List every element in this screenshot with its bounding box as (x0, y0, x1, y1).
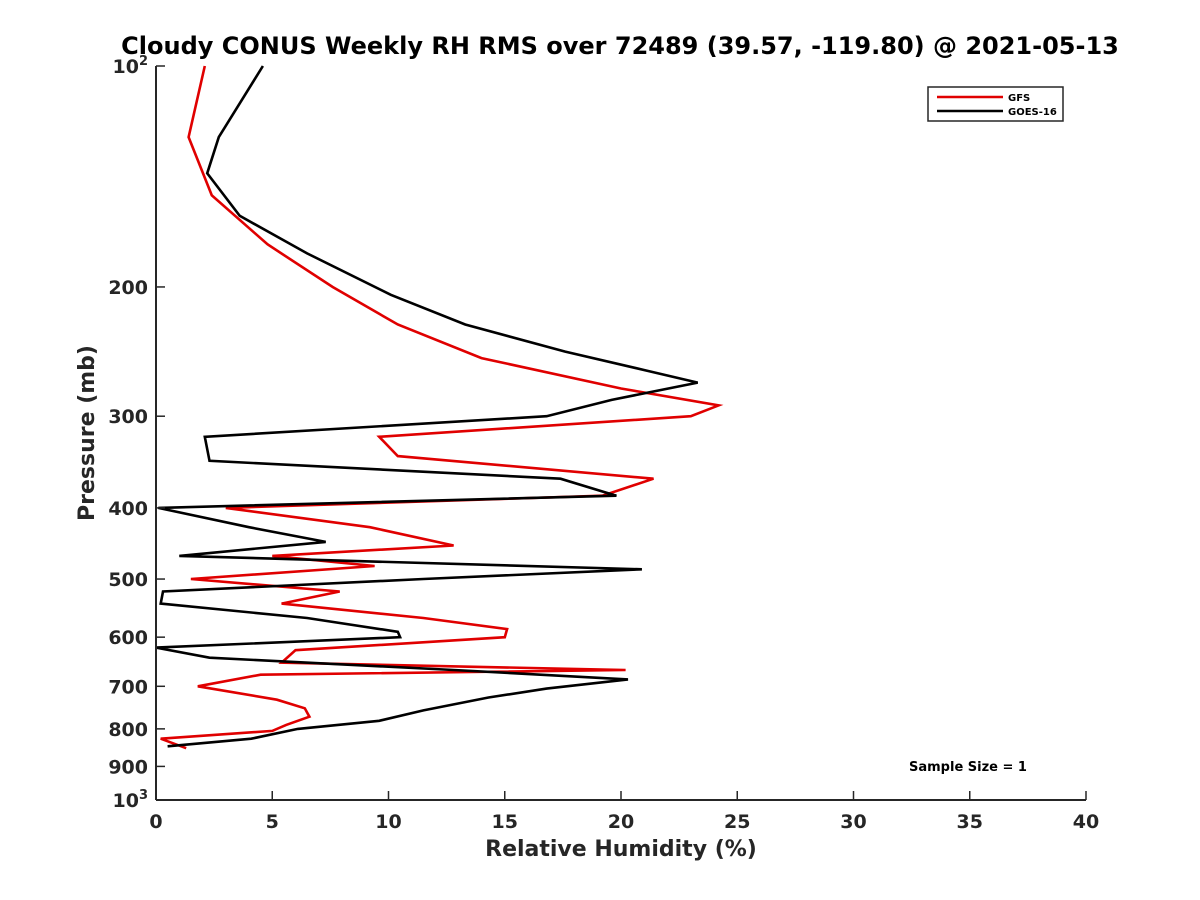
x-tick-label: 25 (724, 811, 750, 833)
x-tick-label: 30 (840, 811, 866, 833)
y-tick-label: 600 (108, 627, 148, 649)
x-tick-label: 35 (957, 811, 983, 833)
legend-box (927, 86, 1064, 122)
y-tick-label: 102 (113, 54, 149, 78)
y-tick-label: 200 (108, 277, 148, 299)
plot-area: 0 5 10 15 20 25 30 35 40 10220030040050060070080… (108, 54, 1099, 833)
x-tick-label: 15 (492, 811, 518, 833)
x-tick-label: 0 (149, 811, 162, 833)
y-tick-label-base: 600 (108, 627, 148, 649)
sample-size-annotation: Sample Size = 1 (909, 760, 1027, 775)
series-layer (155, 65, 724, 750)
legend-label: GFS (1008, 93, 1030, 104)
y-tick-label-base: 900 (108, 756, 148, 778)
plot-background (156, 66, 1086, 800)
x-axis-label: Relative Humidity (%) (485, 837, 757, 862)
legend-items: GFS GOES-16 (937, 93, 1057, 118)
y-tick-label-base: 200 (108, 277, 148, 299)
y-tick-label-exponent: 2 (139, 54, 148, 69)
y-tick-label-base: 10 (113, 790, 139, 812)
y-tick-label: 500 (108, 569, 148, 591)
y-axis-label: Pressure (mb) (75, 345, 100, 521)
x-ticks: 0 5 10 15 20 25 30 35 40 (149, 791, 1099, 833)
y-tick-label-base: 300 (108, 406, 148, 428)
chart-title: Cloudy CONUS Weekly RH RMS over 72489 (3… (121, 32, 1119, 60)
y-tick-label-exponent: 3 (139, 788, 148, 803)
y-tick-label: 900 (108, 756, 148, 778)
y-tick-label-base: 10 (113, 56, 139, 78)
y-tick-label-base: 400 (108, 498, 148, 520)
legend: GFS GOES-16 (927, 86, 1064, 122)
x-tick-label: 20 (608, 811, 634, 833)
x-tick-label: 10 (375, 811, 401, 833)
legend-label: GOES-16 (1008, 107, 1057, 118)
y-tick-label-base: 700 (108, 676, 148, 698)
y-tick-label: 400 (108, 498, 148, 520)
x-tick-label: 40 (1073, 811, 1099, 833)
y-tick-label: 103 (113, 788, 149, 812)
y-tick-label: 800 (108, 719, 148, 741)
y-tick-label: 300 (108, 406, 148, 428)
x-tick-label: 5 (266, 811, 279, 833)
series-line-goes-16 (155, 65, 698, 748)
y-tick-label-base: 500 (108, 569, 148, 591)
series-line-gfs (160, 65, 724, 750)
y-tick-label: 700 (108, 676, 148, 698)
y-tick-label-base: 800 (108, 719, 148, 741)
